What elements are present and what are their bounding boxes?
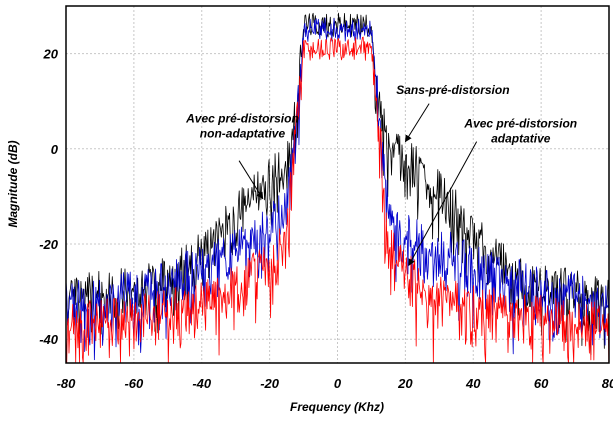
y-tick-label: 20	[43, 47, 59, 62]
x-tick-label: 0	[334, 376, 342, 391]
annotation-label: Avec pré-distorsion	[185, 112, 299, 126]
x-tick-label: -40	[192, 376, 212, 391]
x-tick-label: 20	[397, 376, 413, 391]
y-tick-label: 0	[51, 142, 59, 157]
x-axis-title: Frequency (Khz)	[290, 400, 384, 414]
x-tick-label: 60	[534, 376, 549, 391]
x-tick-label: -20	[260, 376, 280, 391]
annotation-label: adaptative	[491, 131, 551, 145]
x-tick-label: 40	[465, 376, 481, 391]
x-tick-label: -80	[57, 376, 77, 391]
y-axis-title: Magnitude (dB)	[6, 140, 20, 227]
series-group	[66, 12, 609, 363]
annotation-arrow	[238, 160, 264, 200]
annotation-label: Sans-pré-distorsion	[396, 83, 509, 97]
annotations: Avec pré-distorsionnon-adaptativeSans-pr…	[185, 83, 577, 267]
y-tick-labels: -40 -20 0 20	[39, 47, 59, 348]
y-tick-label: -40	[39, 332, 59, 347]
series-line	[66, 36, 609, 363]
annotation-arrow	[404, 103, 430, 143]
series-line	[66, 17, 609, 361]
annotation-label: non-adaptative	[200, 127, 286, 141]
y-tick-label: -20	[39, 237, 59, 252]
annotation-arrow	[408, 141, 478, 267]
x-tick-label: 80	[602, 376, 613, 391]
x-tick-label: -60	[124, 376, 144, 391]
x-tick-labels: -80 -60 -40 -20 0 20 40 60 80	[57, 376, 613, 391]
annotation-label: Avec pré-distorsion	[463, 116, 577, 130]
plot-frame	[65, 5, 610, 364]
